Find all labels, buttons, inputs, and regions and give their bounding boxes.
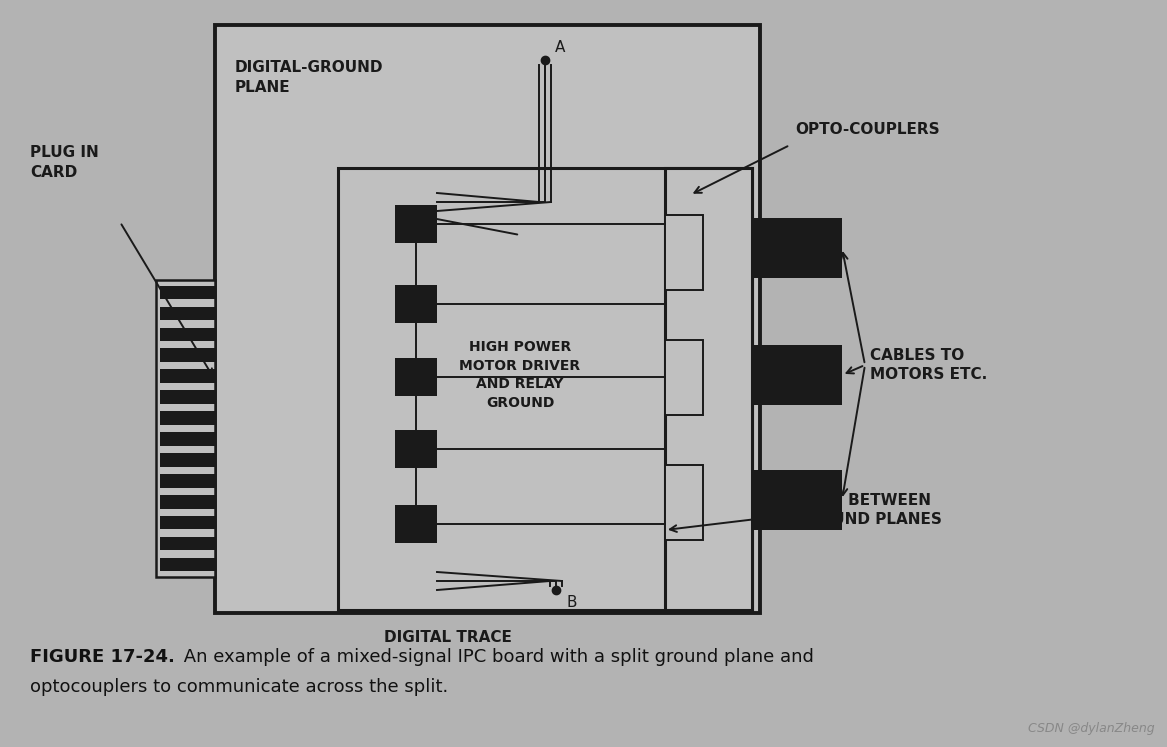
- Text: An example of a mixed-signal IPC board with a split ground plane and: An example of a mixed-signal IPC board w…: [179, 648, 813, 666]
- Bar: [665, 168, 752, 610]
- Text: SPLIT BETWEEN
GROUND PLANES: SPLIT BETWEEN GROUND PLANES: [795, 492, 942, 527]
- Bar: [665, 215, 703, 290]
- Text: A: A: [555, 40, 565, 55]
- Bar: [160, 558, 215, 571]
- Bar: [394, 205, 436, 243]
- Bar: [160, 412, 215, 425]
- Bar: [752, 218, 843, 278]
- Text: CSDN @dylanZheng: CSDN @dylanZheng: [1028, 722, 1155, 735]
- Text: optocouplers to communicate across the split.: optocouplers to communicate across the s…: [30, 678, 448, 696]
- Bar: [160, 474, 215, 488]
- Bar: [394, 430, 436, 468]
- Text: HIGH POWER
MOTOR DRIVER
AND RELAY
GROUND: HIGH POWER MOTOR DRIVER AND RELAY GROUND: [460, 341, 580, 409]
- Bar: [665, 340, 703, 415]
- Text: CABLES TO
MOTORS ETC.: CABLES TO MOTORS ETC.: [871, 347, 987, 382]
- Text: PLUG IN
CARD: PLUG IN CARD: [30, 145, 99, 180]
- Text: B: B: [566, 595, 576, 610]
- Bar: [160, 537, 215, 551]
- Bar: [160, 390, 215, 404]
- Text: DIGITAL TRACE: DIGITAL TRACE: [384, 630, 512, 645]
- Bar: [160, 516, 215, 530]
- Text: OPTO-COUPLERS: OPTO-COUPLERS: [795, 123, 939, 137]
- Bar: [394, 505, 436, 543]
- Bar: [160, 369, 215, 383]
- Bar: [156, 280, 215, 577]
- Bar: [752, 345, 843, 405]
- Text: DIGITAL-GROUND
PLANE: DIGITAL-GROUND PLANE: [235, 60, 384, 95]
- Bar: [338, 168, 752, 610]
- Bar: [394, 358, 436, 396]
- Bar: [752, 470, 843, 530]
- Text: FIGURE 17-24.: FIGURE 17-24.: [30, 648, 175, 666]
- Bar: [665, 465, 703, 540]
- Bar: [394, 285, 436, 323]
- Bar: [160, 433, 215, 446]
- Bar: [160, 453, 215, 467]
- Bar: [215, 25, 760, 613]
- Bar: [160, 327, 215, 341]
- Bar: [160, 306, 215, 320]
- Bar: [160, 285, 215, 300]
- Bar: [160, 348, 215, 362]
- Bar: [160, 495, 215, 509]
